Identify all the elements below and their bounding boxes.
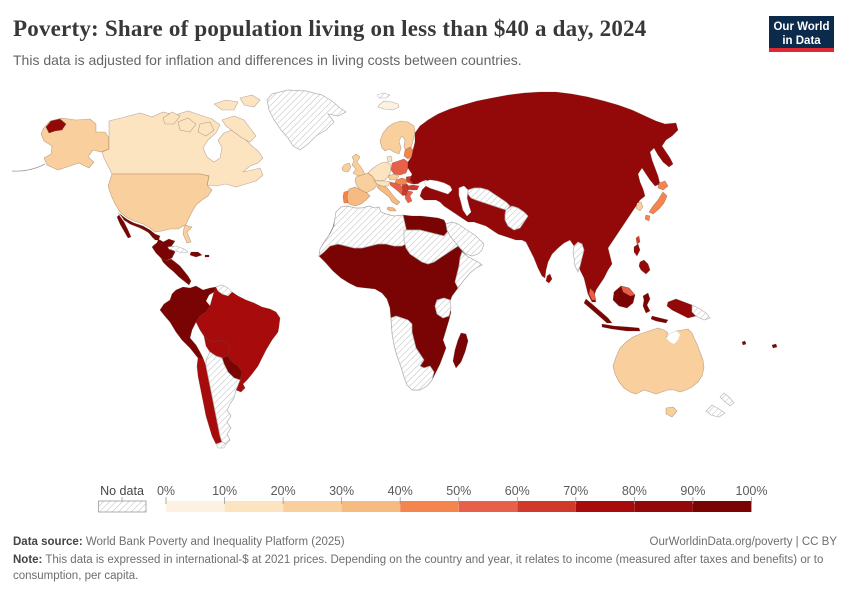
svg-text:No data: No data	[100, 484, 144, 498]
svg-text:0%: 0%	[157, 484, 175, 498]
svg-text:40%: 40%	[388, 484, 413, 498]
svg-text:90%: 90%	[680, 484, 705, 498]
svg-text:50%: 50%	[446, 484, 471, 498]
svg-text:70%: 70%	[563, 484, 588, 498]
svg-text:30%: 30%	[329, 484, 354, 498]
svg-text:60%: 60%	[505, 484, 530, 498]
svg-text:100%: 100%	[736, 484, 768, 498]
svg-text:20%: 20%	[271, 484, 296, 498]
svg-text:10%: 10%	[212, 484, 237, 498]
svg-text:80%: 80%	[622, 484, 647, 498]
